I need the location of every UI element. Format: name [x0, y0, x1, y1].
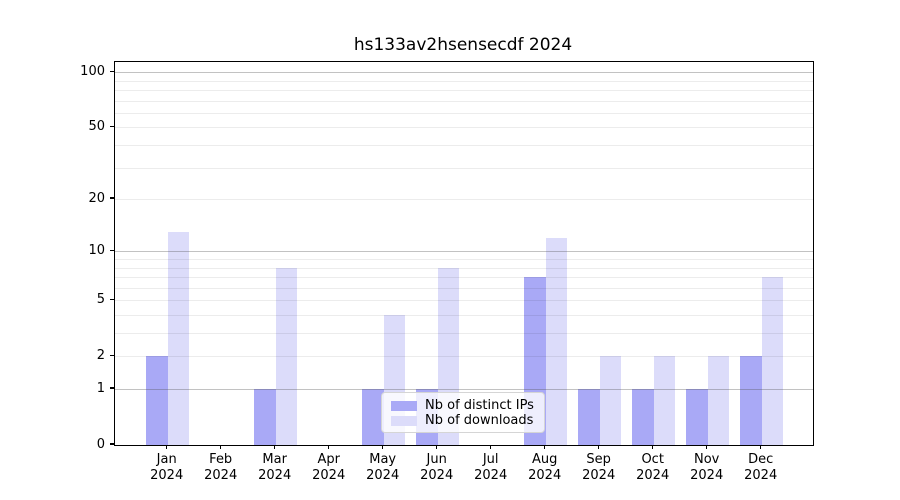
y-tick-label-1: 1 [96, 380, 105, 396]
gridline-y-4 [115, 315, 813, 316]
x-tick-mark-sep [598, 445, 600, 450]
gridline-y-20 [115, 199, 813, 201]
y-tick-label-10: 10 [88, 242, 105, 258]
x-tick-mark-feb [220, 445, 222, 450]
x-tick-mark-jun [436, 445, 438, 450]
y-tick-label-2: 2 [96, 347, 105, 363]
y-tick-mark-100 [109, 70, 114, 72]
bar-oct-distinct-ips [632, 389, 654, 445]
gridline-y-70 [115, 100, 813, 102]
gridline-y-100 [115, 72, 813, 74]
x-tick-label-jan: Jan 2024 [150, 452, 184, 483]
y-tick-label-50: 50 [88, 118, 105, 134]
legend-label-distinct-ips: Nb of distinct IPs [425, 398, 534, 413]
x-tick-mark-may [382, 445, 384, 450]
x-tick-mark-oct [652, 445, 654, 450]
y-tick-label-5: 5 [96, 291, 105, 307]
gridline-y-3 [115, 333, 813, 334]
y-tick-mark-10 [109, 249, 114, 251]
bar-nov-downloads [707, 356, 730, 445]
gridline-y-50 [115, 127, 813, 129]
y-tick-label-0: 0 [96, 436, 105, 452]
x-tick-mark-aug [544, 445, 546, 450]
legend-item-downloads: Nb of downloads [391, 413, 536, 428]
x-tick-label-aug: Aug 2024 [528, 452, 562, 483]
chart-title: hs133av2hsensecdf 2024 [353, 35, 573, 55]
y-tick-mark-0 [109, 443, 114, 445]
x-tick-label-apr: Apr 2024 [312, 452, 346, 483]
x-tick-mark-nov [706, 445, 708, 450]
legend-swatch-distinct-ips [391, 400, 417, 411]
x-tick-label-oct: Oct 2024 [636, 452, 670, 483]
x-tick-label-jul: Jul 2024 [474, 452, 508, 483]
bar-sep-distinct-ips [578, 389, 600, 445]
x-tick-label-dec: Dec 2024 [744, 452, 778, 483]
legend-label-downloads: Nb of downloads [425, 413, 534, 428]
x-tick-label-may: May 2024 [366, 452, 400, 483]
bar-sep-downloads [599, 356, 622, 445]
gridline-y-9 [115, 259, 813, 260]
x-tick-mark-jul [490, 445, 492, 450]
y-tick-label-100: 100 [80, 63, 105, 79]
y-tick-mark-20 [109, 197, 114, 199]
bar-nov-distinct-ips [686, 389, 708, 445]
gridline-y-60 [115, 112, 813, 114]
gridline-y-2 [115, 356, 813, 358]
x-tick-mark-dec [760, 445, 762, 450]
y-tick-mark-2 [109, 354, 114, 356]
bar-mar-distinct-ips [254, 389, 276, 445]
y-tick-mark-5 [109, 298, 114, 300]
x-tick-label-mar: Mar 2024 [258, 452, 292, 483]
x-tick-mark-mar [274, 445, 276, 450]
bar-oct-downloads [653, 356, 676, 445]
bar-dec-downloads [761, 277, 784, 445]
gridline-y-7 [115, 277, 813, 278]
legend-item-distinct-ips: Nb of distinct IPs [391, 398, 536, 413]
y-tick-mark-1 [109, 387, 114, 389]
gridline-y-8 [115, 267, 813, 269]
gridline-y-5 [115, 300, 813, 302]
bar-may-distinct-ips [362, 389, 384, 445]
gridline-y-90 [115, 80, 813, 82]
grid-layer [115, 62, 813, 445]
x-tick-mark-jan [166, 445, 168, 450]
y-tick-mark-50 [109, 125, 114, 128]
gridline-y-6 [115, 287, 813, 289]
gridline-y-40 [115, 145, 813, 146]
gridline-y-10 [115, 251, 813, 253]
x-tick-label-jun: Jun 2024 [420, 452, 454, 483]
bar-jan-downloads [167, 231, 190, 445]
bar-jan-distinct-ips [146, 356, 168, 445]
x-tick-label-nov: Nov 2024 [690, 452, 724, 483]
gridline-y-80 [115, 90, 813, 91]
x-tick-mark-apr [328, 445, 330, 450]
legend: Nb of distinct IPs Nb of downloads [381, 392, 545, 433]
bar-aug-downloads [545, 237, 568, 445]
x-tick-label-sep: Sep 2024 [582, 452, 616, 483]
gridline-y-30 [115, 167, 813, 169]
y-tick-label-20: 20 [88, 190, 105, 206]
plot-area: Nb of distinct IPs Nb of downloads [114, 61, 814, 446]
gridline-y-1 [115, 389, 813, 390]
bar-dec-distinct-ips [740, 356, 762, 445]
x-tick-label-feb: Feb 2024 [204, 452, 238, 483]
legend-swatch-downloads [391, 415, 417, 426]
bar-mar-downloads [275, 267, 298, 445]
